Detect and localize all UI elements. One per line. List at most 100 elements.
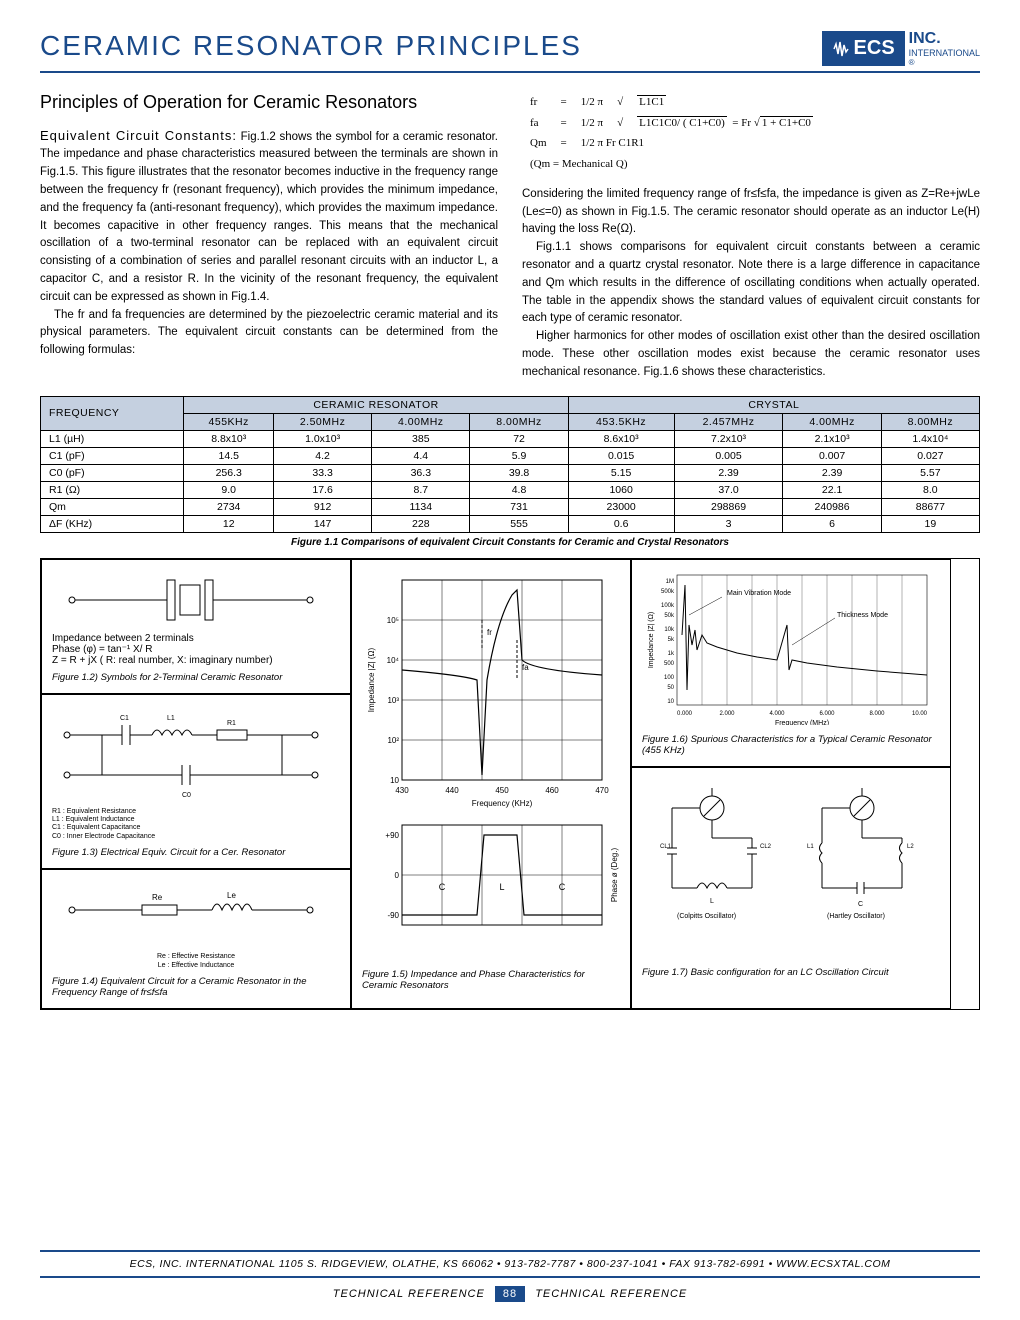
table-row: C1 (pF)14.54.24.45.90.0150.0050.0070.027 (41, 447, 980, 464)
cell: 4.8 (470, 481, 568, 498)
svg-text:Phase ø (Deg.): Phase ø (Deg.) (610, 847, 619, 902)
svg-text:4.000: 4.000 (769, 711, 785, 717)
cell: 8.6x10³ (568, 430, 674, 447)
cell: 22.1 (783, 481, 881, 498)
svg-text:10: 10 (390, 776, 399, 785)
paragraph-3: Considering the limited frequency range … (522, 186, 980, 239)
tech-ref-left: TECHNICAL REFERENCE (333, 1288, 485, 1300)
svg-text:C1: C1 (120, 715, 129, 722)
svg-text:500: 500 (664, 661, 675, 667)
svg-text:450: 450 (495, 786, 509, 795)
f12-t3: Z = R + jX ( R: real number, X: imaginar… (52, 655, 340, 666)
cell: 5.15 (568, 464, 674, 481)
f3: 8.00MHz (470, 413, 568, 430)
svg-text:10⁵: 10⁵ (387, 616, 399, 625)
body-columns: Principles of Operation for Ceramic Reso… (40, 91, 980, 382)
f1: 2.50MHz (273, 413, 371, 430)
cell: 0.007 (783, 447, 881, 464)
cell: 8.7 (372, 481, 470, 498)
th-ceramic: CERAMIC RESONATOR (184, 396, 568, 413)
f5: 2.457MHz (674, 413, 783, 430)
svg-text:1M: 1M (666, 579, 674, 585)
svg-text:CL1: CL1 (660, 844, 672, 850)
cell: 17.6 (273, 481, 371, 498)
th-frequency: FREQUENCY (41, 396, 184, 430)
f12-t1: Impedance between 2 terminals (52, 633, 340, 644)
oneplus: 1 + C1+C0 (760, 116, 813, 129)
cell: 385 (372, 430, 470, 447)
company-logo: ECS INC. INTERNATIONAL ® (822, 30, 980, 67)
svg-text:Thickness Mode: Thickness Mode (837, 612, 888, 619)
table-row: ΔF (KHz)121472285550.63619 (41, 515, 980, 532)
figure-grid: Impedance between 2 terminals Phase (φ) … (40, 558, 980, 1010)
logo-inc: INC. (909, 30, 980, 48)
svg-text:L: L (710, 898, 714, 905)
cell: 147 (273, 515, 371, 532)
f13-c1: C1 : Equivalent Capacitance (52, 824, 340, 832)
f6: 4.00MHz (783, 413, 881, 430)
svg-text:5k: 5k (668, 637, 675, 643)
svg-text:-90: -90 (387, 911, 399, 920)
svg-text:6.000: 6.000 (819, 711, 835, 717)
lc-oscillator-icon: CL1 CL2 L (Colpitts Oscillator) (642, 778, 942, 958)
row-label: C0 (pF) (41, 464, 184, 481)
svg-text:fa: fa (522, 663, 529, 672)
footer-address: ECS, INC. INTERNATIONAL 1105 S. RIDGEVIE… (40, 1250, 980, 1278)
logo-sub: INTERNATIONAL (909, 48, 980, 58)
f13-c0: C0 : Inner Electrode Capacitance (52, 833, 340, 841)
f14-re: Re : Effective Resistance (52, 953, 340, 961)
eq3: = (555, 134, 573, 153)
page-foot: TECHNICAL REFERENCE 88 TECHNICAL REFEREN… (40, 1288, 980, 1300)
svg-text:100k: 100k (661, 603, 675, 609)
fig-1-3: C1 L1 R1 C0 R1 : Equivalent (41, 694, 351, 870)
svg-text:Le: Le (227, 891, 236, 900)
f14-le: Le : Effective Inductance (52, 962, 340, 970)
f13-l1: L1 : Equivalent Inductance (52, 816, 340, 824)
cell: 5.57 (881, 464, 979, 481)
svg-text:10.00: 10.00 (912, 711, 928, 717)
cell: 4.4 (372, 447, 470, 464)
cell: 256.3 (184, 464, 274, 481)
frtail: = Fr (732, 117, 751, 129)
cell: 240986 (783, 498, 881, 515)
f15-cap: Figure 1.5) Impedance and Phase Characte… (362, 969, 620, 991)
half2pi2: 1/2 π (575, 114, 609, 133)
page-footer: ECS, INC. INTERNATIONAL 1105 S. RIDGEVIE… (40, 1250, 980, 1300)
svg-text:L: L (499, 882, 504, 892)
f12-t2: Phase (φ) = tan⁻¹ X/ R (52, 644, 340, 655)
fig-1-2: Impedance between 2 terminals Phase (φ) … (41, 559, 351, 694)
svg-text:C: C (559, 882, 566, 892)
svg-text:(Colpitts Oscillator): (Colpitts Oscillator) (677, 913, 736, 920)
fig-1-5: fr fa 10 10² 10³ 10⁴ 10⁵ 430 440 450 460… (351, 559, 631, 1009)
svg-text:L1: L1 (807, 844, 814, 850)
svg-text:Main Vibration Mode: Main Vibration Mode (727, 590, 791, 597)
cell: 3 (674, 515, 783, 532)
cell: 298869 (674, 498, 783, 515)
frc1r1: 1/2 π Fr C1R1 (575, 134, 819, 153)
paragraph-2: The fr and fa frequencies are determined… (40, 307, 498, 360)
cell: 0.027 (881, 447, 979, 464)
table-row: C0 (pF)256.333.336.339.85.152.392.395.57 (41, 464, 980, 481)
svg-text:50k: 50k (664, 613, 675, 619)
cell: 19 (881, 515, 979, 532)
svg-text:460: 460 (545, 786, 559, 795)
svg-text:430: 430 (395, 786, 409, 795)
f17-cap: Figure 1.7) Basic configuration for an L… (642, 967, 940, 978)
logo-text: INC. INTERNATIONAL ® (909, 30, 980, 67)
table-caption: Figure 1.1 Comparisons of equivalent Cir… (40, 537, 980, 548)
svg-text:C: C (439, 882, 446, 892)
svg-text:fr: fr (487, 628, 492, 637)
spurious-plot-icon: Main Vibration Mode Thickness Mode 1M 50… (642, 570, 942, 725)
para1-body: Fig.1.2 shows the symbol for a ceramic r… (40, 131, 498, 303)
svg-text:Frequency (MHz): Frequency (MHz) (775, 720, 829, 725)
svg-text:0: 0 (395, 871, 400, 880)
svg-text:440: 440 (445, 786, 459, 795)
svg-text:0.000: 0.000 (677, 711, 693, 717)
svg-text:CL2: CL2 (760, 844, 772, 850)
resonator-symbol-icon (52, 570, 332, 630)
waveform-icon (832, 40, 850, 58)
svg-text:Impedance |Z| (Ω): Impedance |Z| (Ω) (367, 647, 376, 712)
cell: 5.9 (470, 447, 568, 464)
cell: 8.8x10³ (184, 430, 274, 447)
cell: 0.6 (568, 515, 674, 532)
